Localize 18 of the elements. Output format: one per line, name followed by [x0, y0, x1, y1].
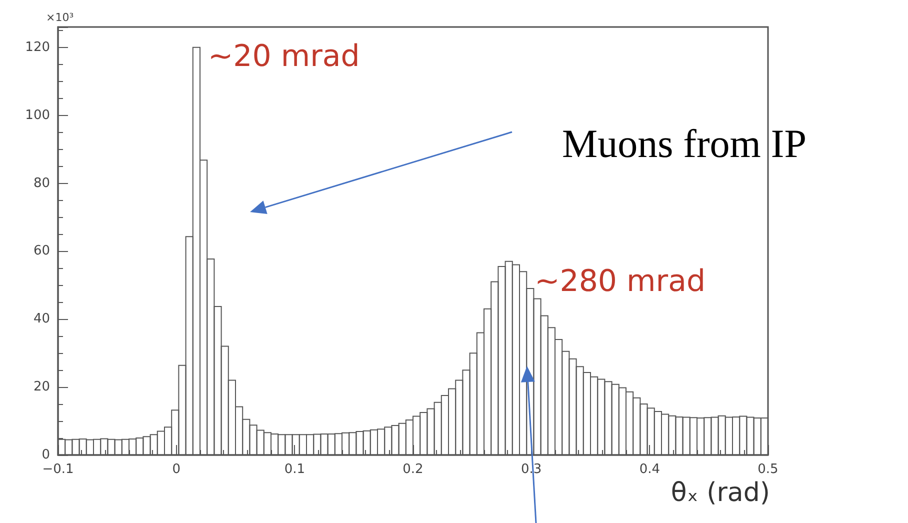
- x-tick-label: 0.4: [639, 462, 660, 477]
- annotation: ~20 mrad: [208, 39, 360, 74]
- x-tick-label: 0.1: [284, 462, 306, 477]
- annotation: Muons from IP: [562, 120, 806, 167]
- y-tick-label: 0: [42, 448, 50, 462]
- x-tick-label: 0: [172, 462, 180, 477]
- x-tick-label: −0.1: [42, 462, 74, 477]
- y-tick-label: 100: [25, 108, 50, 123]
- x-axis-title: θₓ (rad): [670, 478, 770, 508]
- x-tick-label: 0.5: [758, 462, 778, 477]
- y-axis-title: ×10³: [46, 11, 74, 24]
- y-tick-label: 80: [33, 176, 50, 191]
- y-tick-label: 120: [25, 40, 50, 55]
- y-tick-label: 40: [33, 312, 50, 327]
- x-tick-label: 0.2: [402, 462, 424, 477]
- y-tick-label: 20: [33, 380, 50, 395]
- annotation: ~280 mrad: [534, 264, 706, 299]
- y-tick-label: 60: [33, 244, 50, 259]
